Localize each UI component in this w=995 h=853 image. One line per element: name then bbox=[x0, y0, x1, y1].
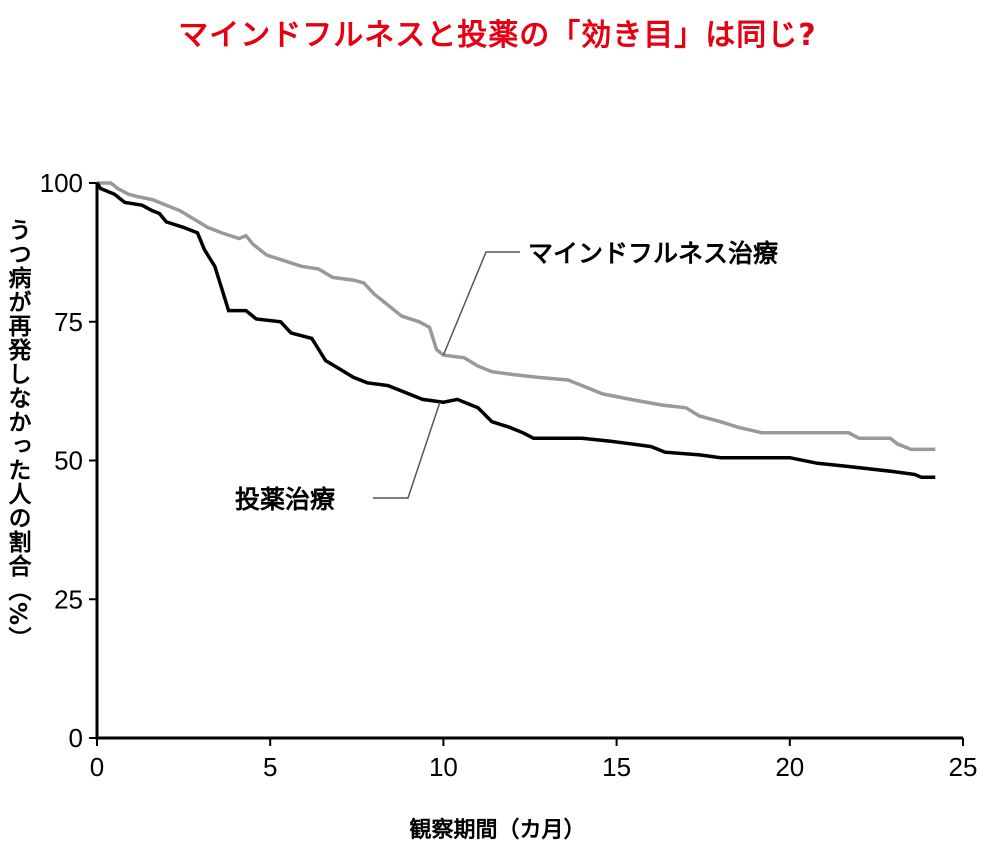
x-axis-label: 観察期間（カ月） bbox=[409, 818, 586, 843]
series-line-mindfulness bbox=[97, 181, 936, 452]
y-tick-label: 50 bbox=[54, 446, 83, 476]
x-tick-label: 5 bbox=[263, 752, 277, 782]
y-tick-label: 75 bbox=[54, 307, 83, 337]
tick-labels: 0 5 10 15 20 25 0 25 50 75 100 bbox=[40, 168, 978, 782]
axes bbox=[89, 182, 964, 746]
y-tick-label: 0 bbox=[69, 723, 83, 753]
series-lines bbox=[95, 181, 936, 479]
series-label-mindfulness: マインドフルネス治療 bbox=[528, 239, 778, 268]
x-tick-label: 10 bbox=[429, 752, 458, 782]
callout-leader-mindfulness bbox=[442, 251, 520, 356]
x-tick-label: 15 bbox=[602, 752, 631, 782]
x-tick-label: 0 bbox=[90, 752, 104, 782]
y-axis-label: うつ病が再発しなかった人の割合（%） bbox=[4, 218, 30, 651]
x-tick-label: 20 bbox=[775, 752, 804, 782]
y-tick-label: 25 bbox=[54, 584, 83, 614]
callout-leader-medication bbox=[373, 401, 441, 499]
x-tick-label: 25 bbox=[949, 752, 978, 782]
y-tick-label: 100 bbox=[40, 168, 83, 198]
series-label-medication: 投薬治療 bbox=[235, 485, 335, 514]
series-line-medication bbox=[95, 182, 936, 479]
chart-title: マインドフルネスと投薬の「効き目」は同じ? bbox=[178, 18, 817, 53]
